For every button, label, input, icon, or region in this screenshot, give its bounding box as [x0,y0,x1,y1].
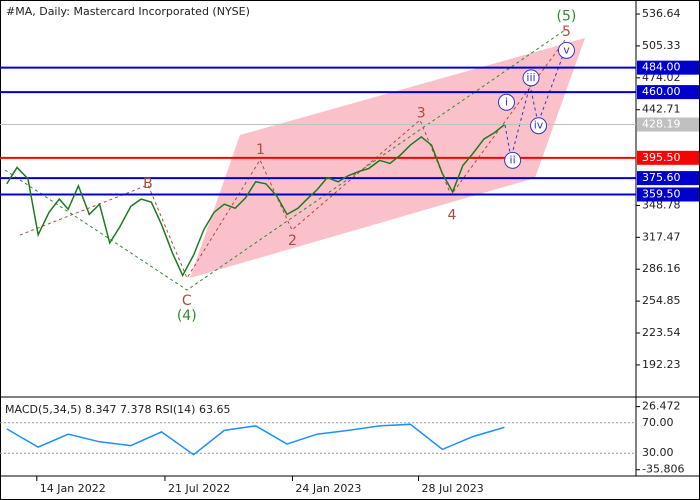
rsi-line [6,423,505,456]
wave-label: iv [534,119,544,132]
level-label: 395.50 [642,151,681,164]
wave-label: v [563,43,570,56]
wave-label: C [182,293,192,309]
x-tick-label: 21 Jul 2022 [168,482,230,495]
wave-circle [557,41,575,59]
y-tick-label: 254.85 [642,294,681,307]
wave-label: iii [526,71,535,84]
wave-circle [522,69,540,87]
y-tick-label: 223.54 [642,326,681,339]
wave-label: ii [510,153,516,166]
wave-label: 4 [447,207,456,223]
level-label: 460.00 [642,85,681,98]
y-tick-label: 192.23 [642,358,681,371]
wave-label: i [505,95,508,108]
y-tick-label: 442.71 [642,103,681,116]
x-tick-label: 14 Jan 2022 [40,482,106,495]
last-price-label: 428.19 [642,118,681,131]
wave-label: B [143,176,153,192]
y-tick-label: 286.16 [642,262,681,275]
level-label-box [637,150,699,165]
wave-label: (5) [557,9,577,25]
y-tick-label: 505.33 [642,39,681,52]
macd-tick-label: 26.472 [642,400,681,413]
chart-title: #MA, Daily: Mastercard Incorporated (NYS… [6,5,250,18]
wave-label: 3 [417,106,426,122]
indicator-title: MACD(5,34,5) 8.347 7.378 RSI(14) 63.65 [5,403,230,416]
level-label: 484.00 [642,61,681,74]
level-label: 375.60 [642,171,681,184]
level-label-box [637,60,699,75]
x-tick-label: 28 Jul 2023 [422,482,484,495]
y-tick-label: 317.47 [642,230,681,243]
wave-label: 5 [562,24,571,40]
wave-label: (4) [177,308,197,324]
x-tick-label: 24 Jan 2023 [295,482,361,495]
level-label: 359.50 [642,187,681,200]
macd-tick-label: -35.806 [642,463,684,476]
level-label-box [637,85,699,100]
wave-line [4,29,566,291]
wave-label: 1 [256,142,265,158]
y-tick-label: 536.64 [642,7,681,20]
wave-circle [530,117,548,135]
level-label-box [637,171,699,186]
wave-label: 2 [288,233,297,249]
last-price-box [637,117,699,132]
level-label-box [637,187,699,202]
price-line [6,124,505,278]
y-tick-label: 348.78 [642,198,681,211]
wave-circle [504,151,522,169]
rsi-tick-label: 30.00 [642,446,674,459]
wave-circle [497,93,515,111]
rsi-tick-label: 70.00 [642,416,674,429]
